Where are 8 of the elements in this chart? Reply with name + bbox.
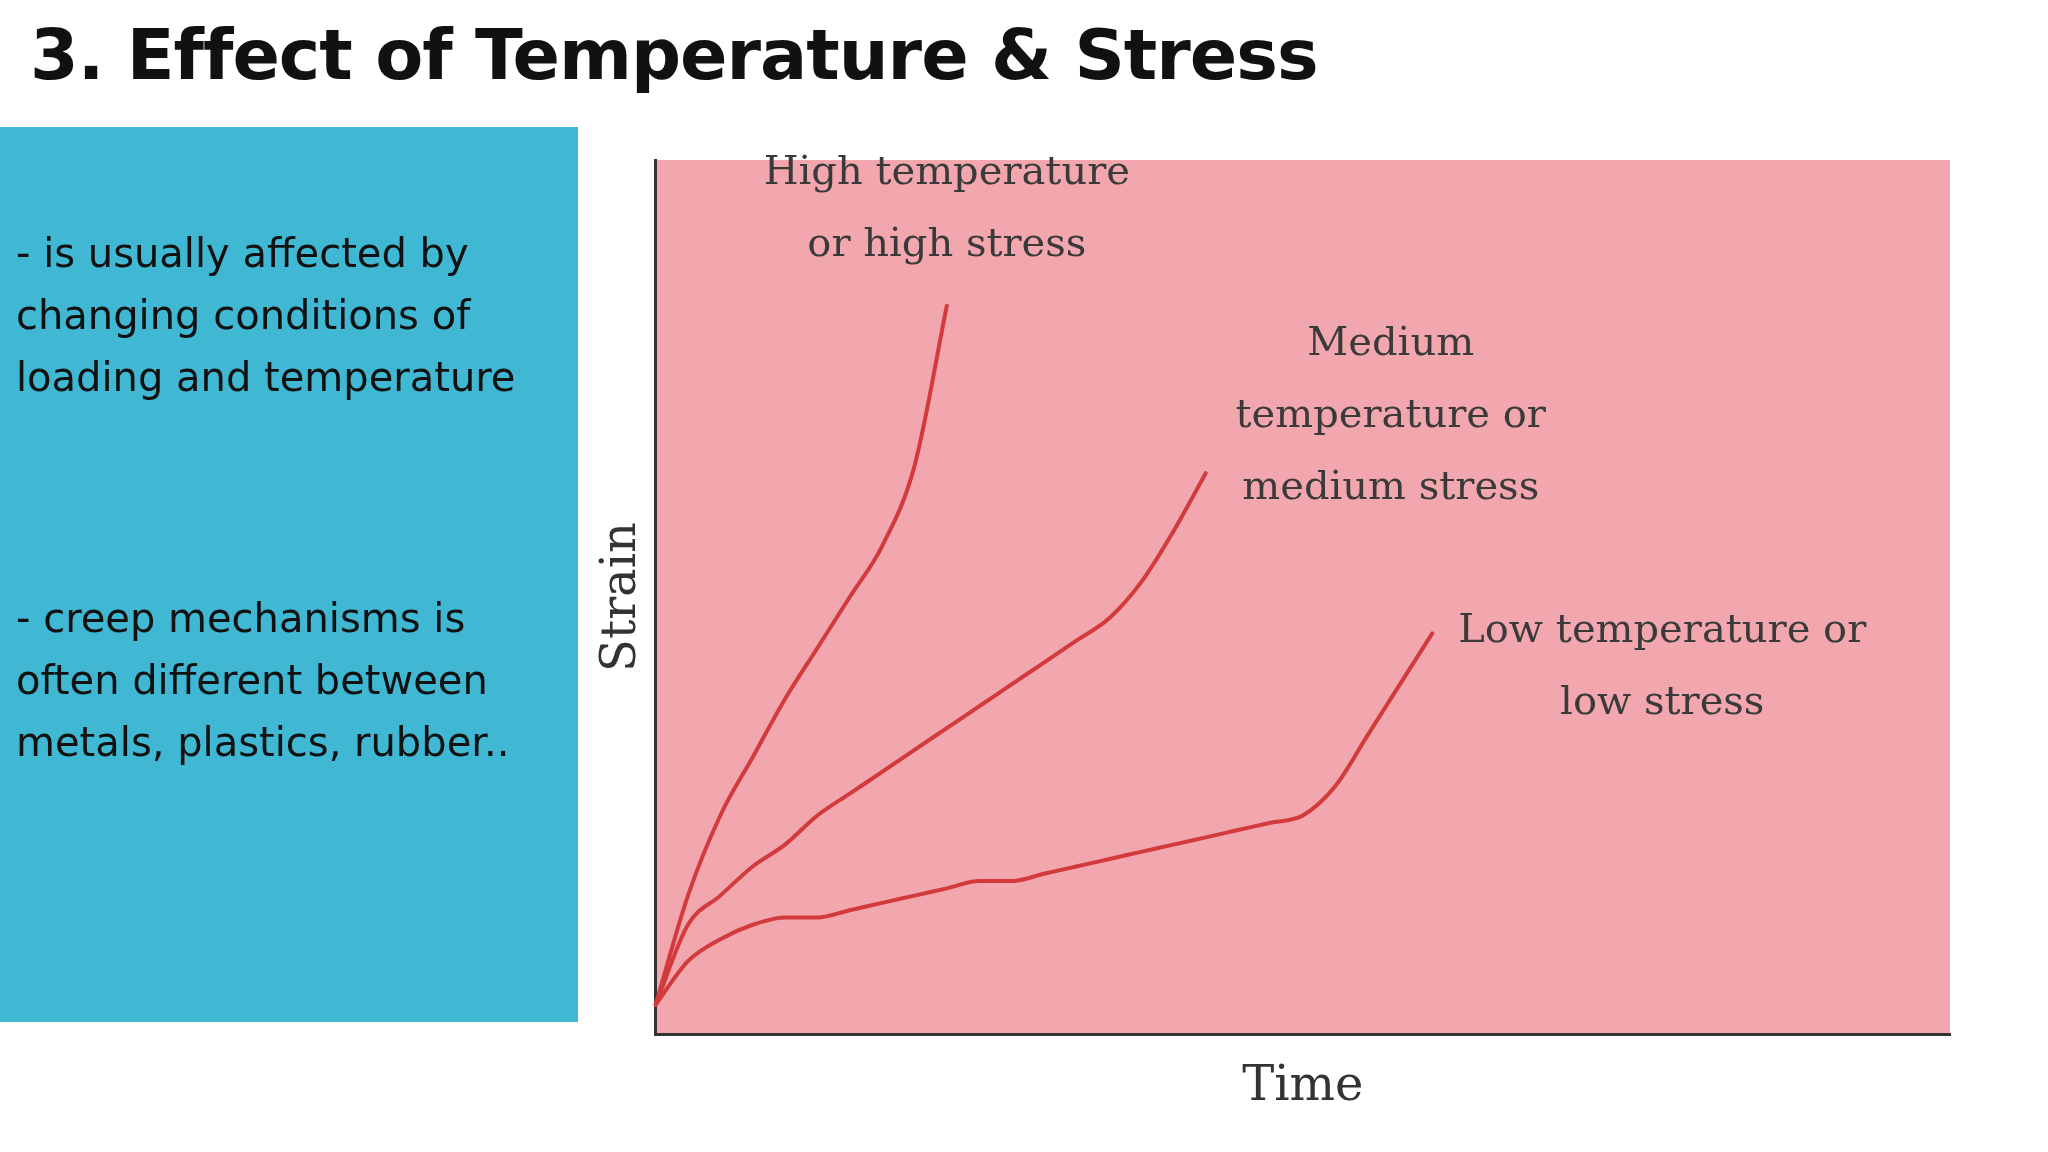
y-axis-title: Strain	[590, 522, 647, 672]
series-label: Medium temperature or medium stress	[1235, 317, 1547, 508]
text: - is usually affected by changing conditions of loading and temperature	[16, 229, 517, 402]
series-label: Low temperature or low stress	[1458, 604, 1868, 723]
x-axis-title: Time	[1242, 1054, 1364, 1111]
chart-title: 3. Effect of Temperature & Stress	[30, 14, 1318, 96]
text: - creep mechanisms is often different between metals, plastics, rubber..	[16, 594, 511, 767]
text: High temperature or high stress	[763, 147, 1130, 266]
